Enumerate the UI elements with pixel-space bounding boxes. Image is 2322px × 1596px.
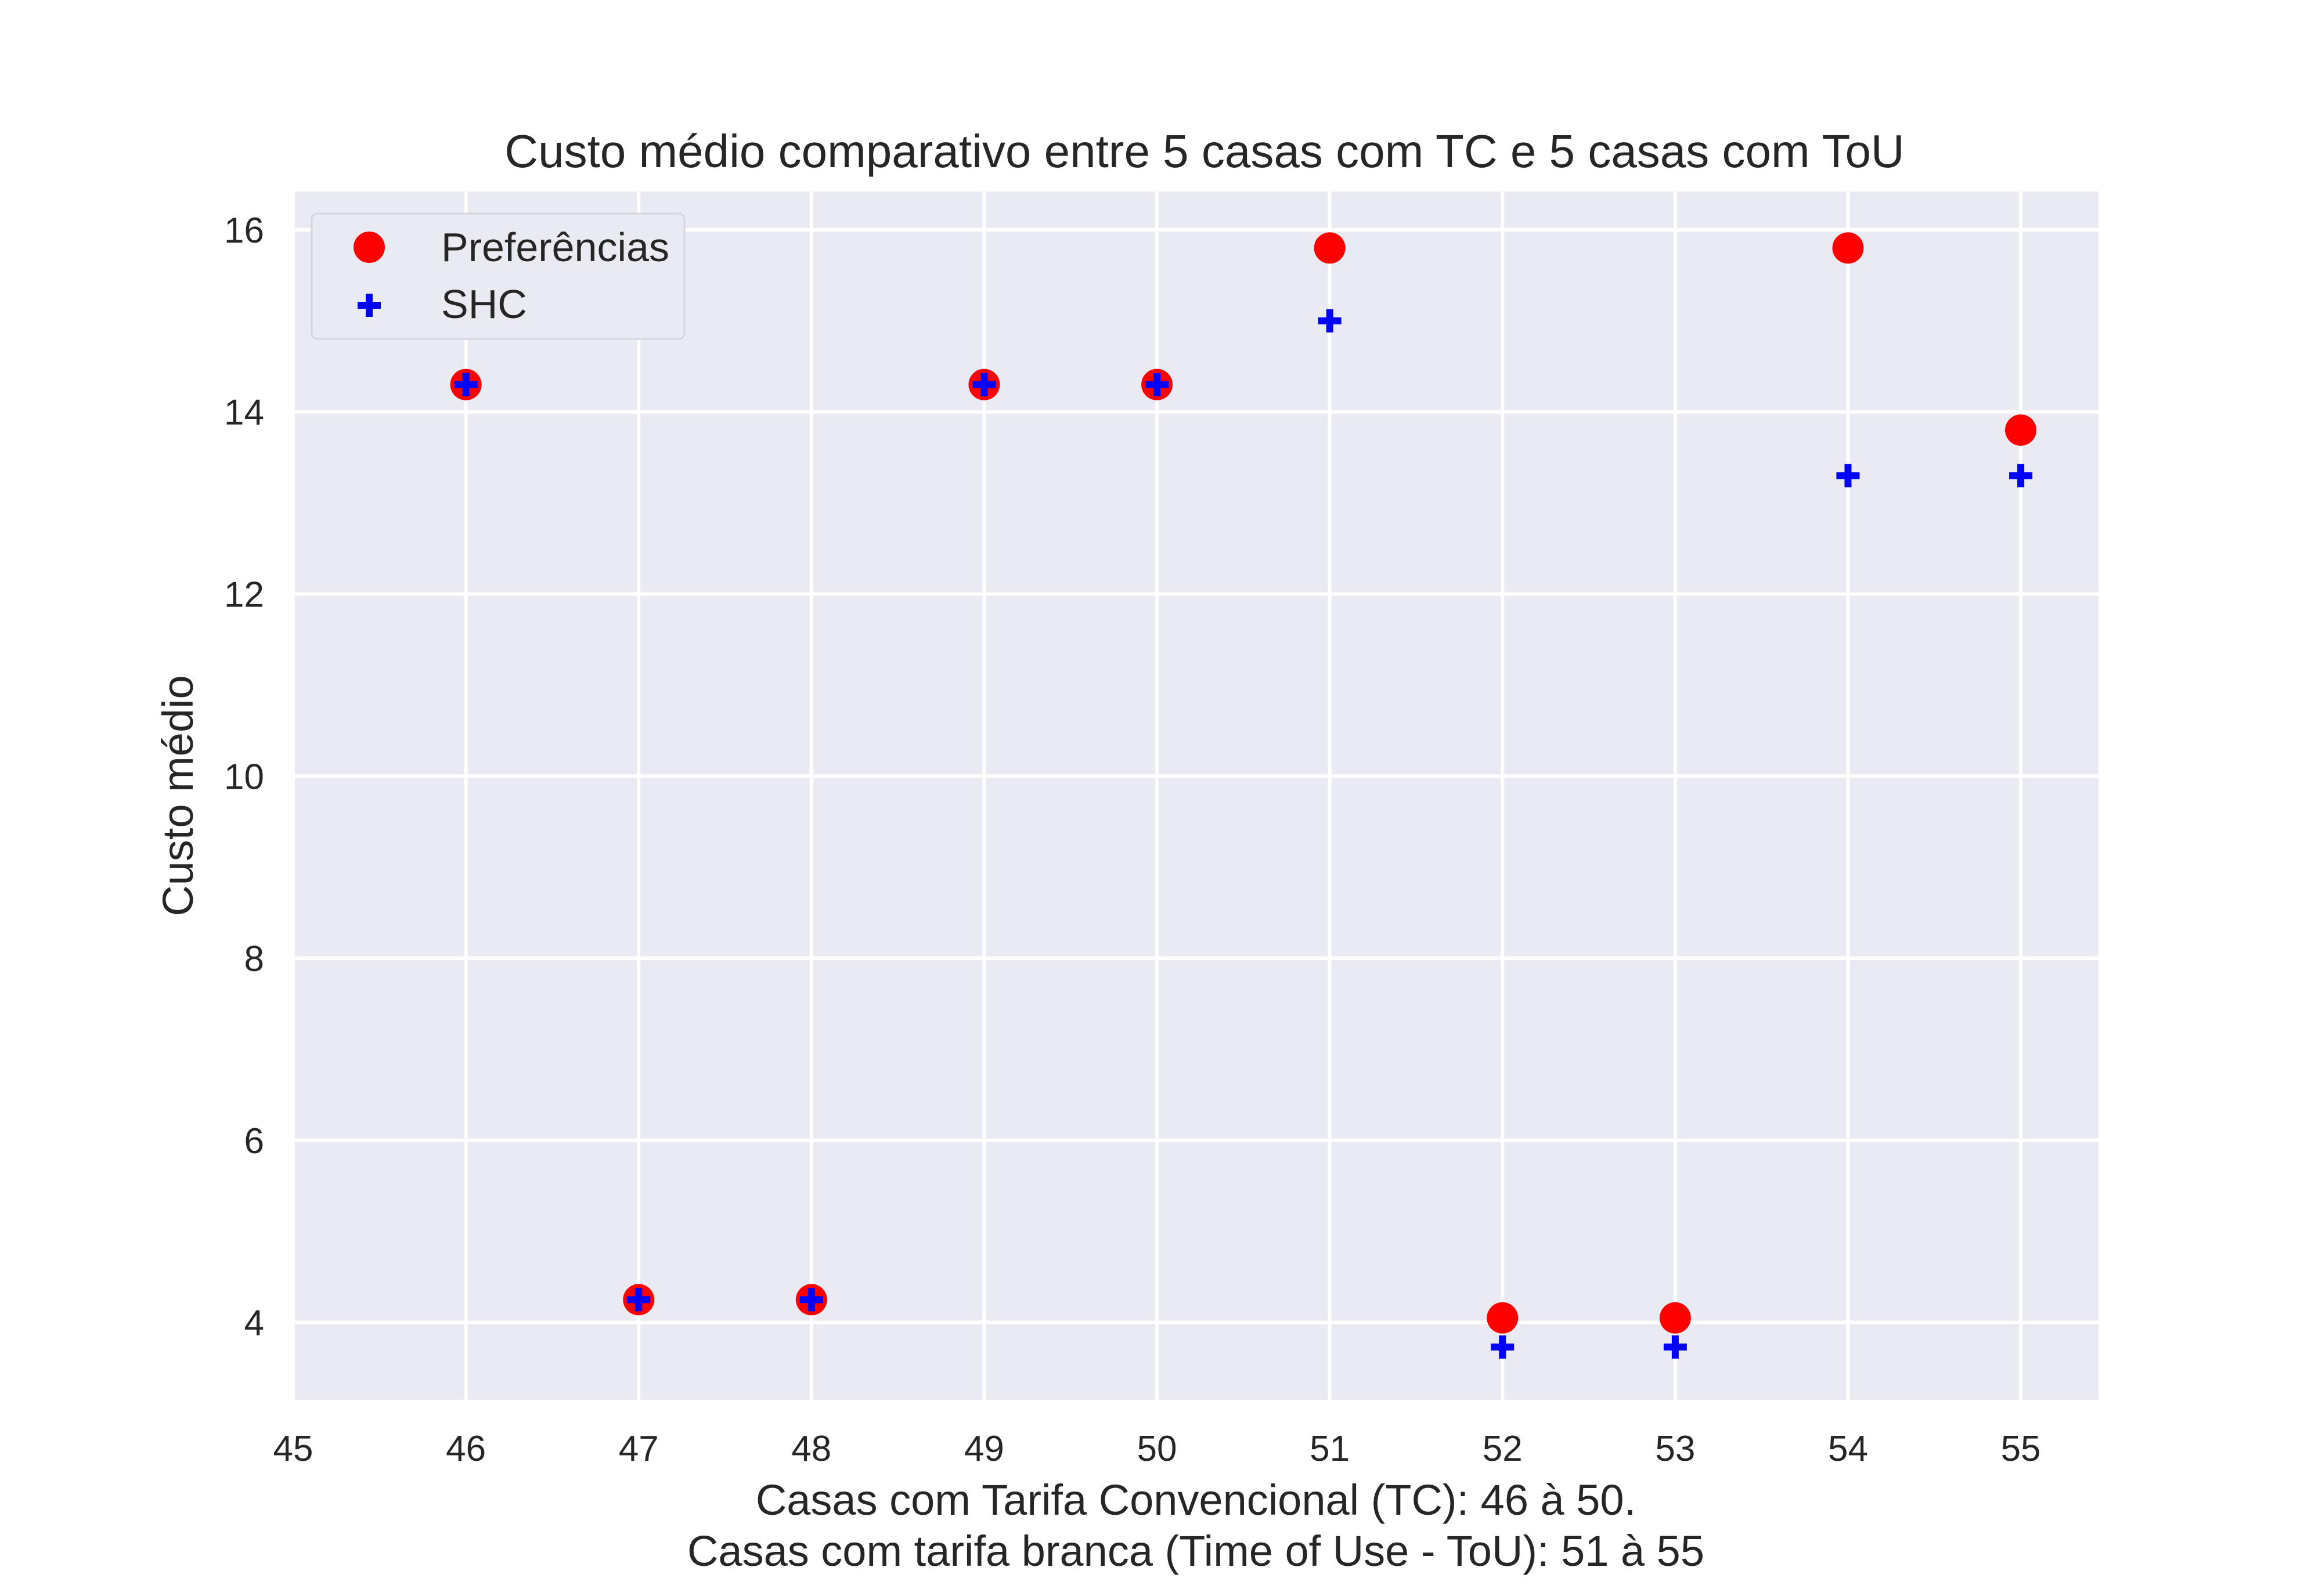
point-shc: [454, 373, 478, 396]
y-tick-label: 8: [244, 939, 264, 979]
point-shc: [1836, 464, 1860, 488]
x-axis-label-line-1: Casas com Tarifa Convencional (TC): 46 à…: [756, 1476, 1636, 1524]
x-tick-label: 47: [619, 1429, 659, 1469]
point-shc: [972, 373, 996, 396]
y-axis-label: Custo médio: [154, 675, 202, 916]
x-tick-label: 46: [446, 1429, 486, 1469]
y-axis-ticks: 4 6 8 10 12 14 16: [224, 211, 264, 1344]
point-shc: [1491, 1335, 1515, 1359]
y-tick-label: 12: [224, 575, 264, 615]
point-prefer-ncias: [1832, 232, 1864, 264]
legend: Preferências SHC: [311, 212, 686, 340]
point-shc: [627, 1288, 651, 1312]
legend-marker-preferencias: [354, 232, 385, 263]
x-tick-label: 48: [791, 1429, 831, 1469]
y-tick-label: 14: [224, 393, 264, 433]
legend-label-preferencias: Preferências: [441, 225, 669, 270]
plot-area: [293, 192, 2099, 1400]
x-tick-label: 55: [2001, 1429, 2041, 1469]
chart-title: Custo médio comparativo entre 5 casas co…: [504, 125, 1904, 177]
x-tick-label: 52: [1483, 1429, 1523, 1469]
x-axis-label-line-2: Casas com tarifa branca (Time of Use - T…: [687, 1527, 1704, 1575]
y-tick-label: 6: [244, 1121, 264, 1161]
point-prefer-ncias: [2005, 414, 2037, 446]
point-shc: [1663, 1335, 1687, 1359]
x-axis-ticks: 45 46 47 48 49 50 51 52 53 54 55: [273, 1429, 2041, 1469]
x-tick-label: 54: [1828, 1429, 1868, 1469]
legend-box: [311, 212, 686, 340]
legend-marker-shc: [358, 294, 381, 317]
data-points: [450, 232, 2037, 1359]
x-tick-label: 49: [964, 1429, 1004, 1469]
legend-label-shc: SHC: [441, 281, 527, 327]
point-shc: [799, 1288, 823, 1312]
point-shc: [2009, 464, 2033, 488]
point-prefer-ncias: [1487, 1302, 1519, 1334]
y-tick-label: 4: [244, 1303, 264, 1344]
x-tick-label: 45: [273, 1429, 313, 1469]
point-shc: [1145, 373, 1169, 396]
x-tick-label: 53: [1655, 1429, 1695, 1469]
x-tick-label: 50: [1137, 1429, 1177, 1469]
x-tick-label: 51: [1310, 1429, 1350, 1469]
point-shc: [1318, 309, 1342, 333]
point-prefer-ncias: [1314, 232, 1346, 264]
y-tick-label: 10: [224, 757, 264, 797]
point-prefer-ncias: [1659, 1302, 1691, 1334]
y-tick-label: 16: [224, 211, 264, 251]
